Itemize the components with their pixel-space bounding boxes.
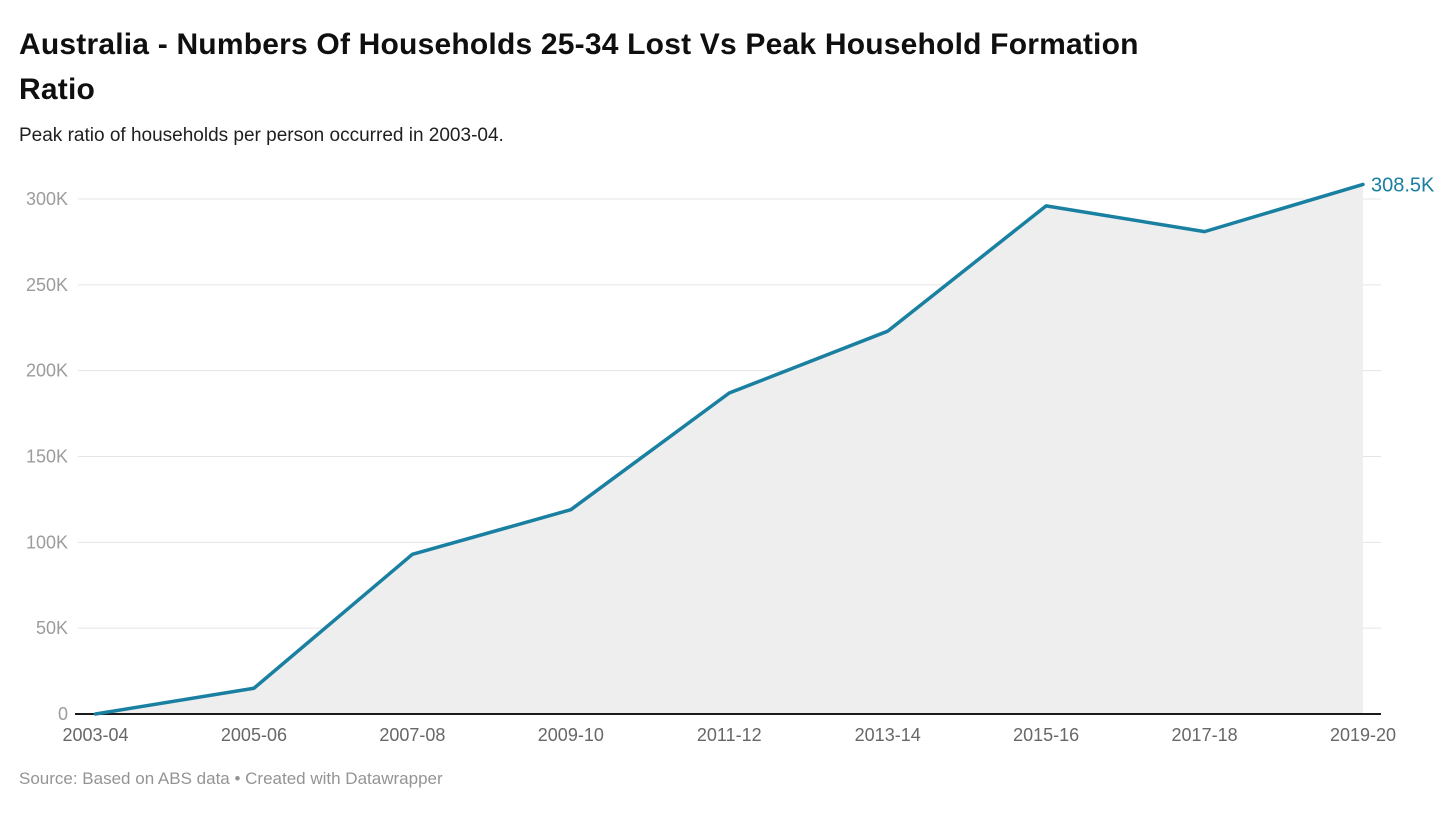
chart-title-line2: Ratio — [19, 73, 95, 106]
x-axis-tick-label: 2015-16 — [1013, 725, 1079, 745]
x-axis-tick-label: 2003-04 — [62, 725, 128, 745]
chart-header: Australia - Numbers Of Households 25-34 … — [0, 0, 1456, 147]
line-area-chart: 0 50K 100K 150K 200K 250K 300K 2003-04 2005-06 20… — [26, 174, 1435, 745]
chart-title-line1: Australia - Numbers Of Households 25-34 … — [19, 28, 1139, 61]
x-axis-tick-label: 2017-18 — [1172, 725, 1238, 745]
chart-footer: Source: Based on ABS data • Created with… — [0, 765, 1456, 789]
chart-subtitle: Peak ratio of households per person occu… — [19, 125, 504, 146]
end-value-label: 308.5K — [1371, 174, 1435, 196]
y-axis-tick-label: 200K — [26, 361, 68, 381]
x-axis-tick-label: 2011-12 — [697, 725, 762, 745]
x-axis-tick-label: 2019-20 — [1330, 725, 1396, 745]
chart-area: 0 50K 100K 150K 200K 250K 300K 2003-04 2005-06 20… — [0, 165, 1456, 765]
chart-title: Australia - Numbers Of Households 25-34 … — [19, 22, 1396, 112]
area-fill — [95, 184, 1363, 714]
x-axis-tick-label: 2007-08 — [379, 725, 445, 745]
x-axis-tick-label: 2013-14 — [855, 725, 921, 745]
x-axis-tick-label: 2009-10 — [538, 725, 604, 745]
y-axis-tick-label: 250K — [26, 275, 68, 295]
source-attribution: Source: Based on ABS data • Created with… — [19, 769, 443, 788]
y-axis-tick-label: 100K — [26, 532, 68, 552]
x-axis-tick-label: 2005-06 — [221, 725, 287, 745]
y-axis-tick-label: 0 — [58, 704, 68, 724]
y-axis-tick-label: 150K — [26, 447, 68, 467]
y-axis-tick-label: 50K — [36, 618, 68, 638]
y-axis-tick-label: 300K — [26, 189, 68, 209]
data-line — [93, 182, 1365, 716]
